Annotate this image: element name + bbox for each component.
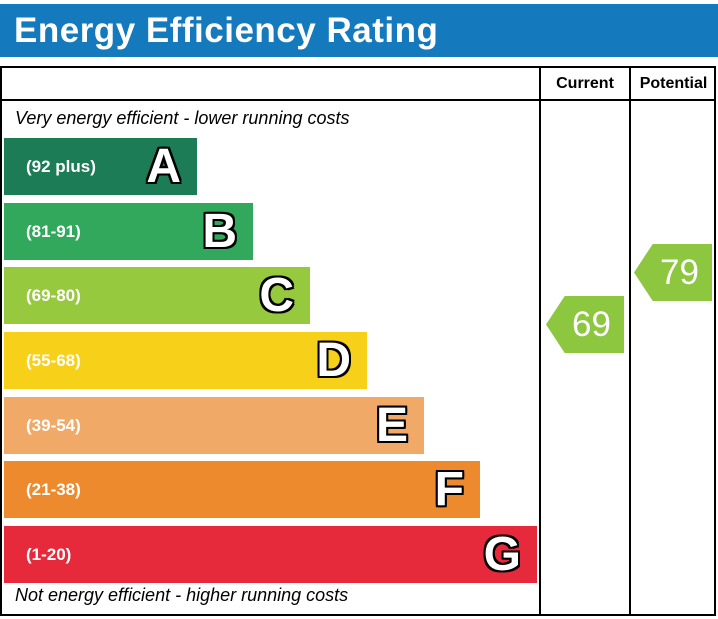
band-letter-g: G bbox=[483, 527, 521, 581]
band-letter-b: B bbox=[202, 204, 237, 258]
band-range-label-e: (39-54) bbox=[26, 415, 81, 435]
column-header-current: Current bbox=[556, 74, 614, 92]
chart-title: Energy Efficiency Rating bbox=[14, 10, 439, 50]
band-row-a: (92 plus) A bbox=[4, 138, 197, 195]
column-divider-potential bbox=[629, 68, 631, 614]
band-range-label-f: (21-38) bbox=[26, 479, 81, 499]
band-row-g: (1-20) G bbox=[4, 526, 537, 583]
band-range-label-a: (92 plus) bbox=[26, 156, 96, 176]
caption-very-efficient: Very energy efficient - lower running co… bbox=[15, 108, 350, 128]
potential-rating-arrow: 79 bbox=[634, 244, 712, 301]
band-range-label-g: (1-20) bbox=[26, 544, 72, 564]
title-bar: Energy Efficiency Rating bbox=[0, 4, 718, 57]
band-row-f: (21-38) F bbox=[4, 461, 480, 518]
band-range-label-c: (69-80) bbox=[26, 285, 81, 305]
band-range-label-d: (55-68) bbox=[26, 350, 81, 370]
column-divider-current bbox=[539, 68, 541, 614]
potential-rating-value: 79 bbox=[660, 252, 699, 292]
column-header-potential: Potential bbox=[639, 74, 708, 92]
band-letter-f: F bbox=[434, 462, 464, 516]
band-letter-e: E bbox=[375, 398, 408, 452]
current-rating-value: 69 bbox=[572, 304, 611, 344]
band-letter-d: D bbox=[316, 333, 351, 387]
band-row-e: (39-54) E bbox=[4, 397, 424, 454]
rating-table: Current Potential Very energy efficient … bbox=[0, 66, 716, 616]
band-letter-c: C bbox=[259, 268, 294, 322]
band-row-c: (69-80) C bbox=[4, 267, 310, 324]
header-divider bbox=[2, 99, 714, 101]
band-row-b: (81-91) B bbox=[4, 203, 253, 260]
band-range-label-b: (81-91) bbox=[26, 221, 81, 241]
band-letter-a: A bbox=[146, 139, 181, 193]
band-row-d: (55-68) D bbox=[4, 332, 367, 389]
caption-not-efficient: Not energy efficient - higher running co… bbox=[15, 585, 349, 605]
current-rating-arrow: 69 bbox=[546, 296, 624, 353]
